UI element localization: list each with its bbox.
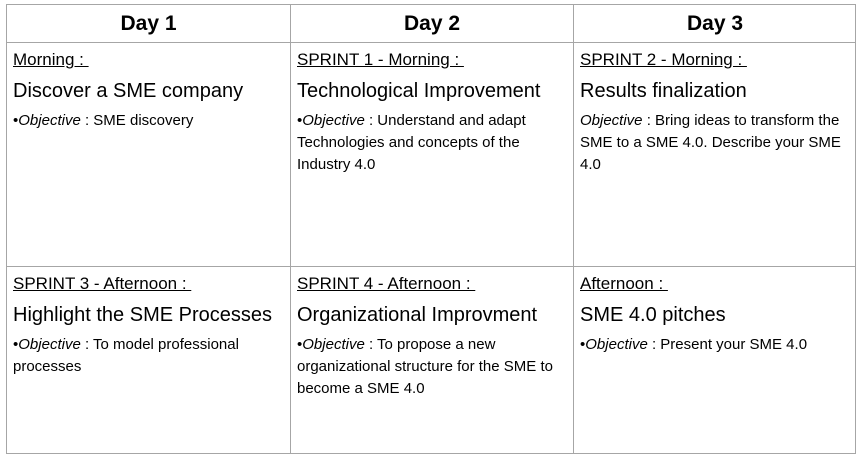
objective-text: : SME discovery [80,112,194,129]
column-divider [573,5,574,453]
header-day-2: Day 2 [403,11,461,35]
session-label: SPRINT 3 - Afternoon : [13,274,192,293]
column-divider [290,5,291,453]
bullet: • [297,336,303,353]
cell-day2-afternoon: SPRINT 4 - Afternoon : Organizational Im… [291,267,573,400]
bullet: • [13,112,19,129]
schedule-table: Day 1 Day 2 Day 3 Morning : Discover a S… [6,4,856,454]
session-objective: •Objective : Understand and adapt Techno… [297,110,567,176]
cell-day3-afternoon: Afternoon : SME 4.0 pitches •Objective :… [574,267,856,356]
session-topic: Technological Improvement [297,80,541,102]
session-label: SPRINT 1 - Morning : [297,50,464,69]
session-topic: Results finalization [580,80,747,102]
session-label: SPRINT 2 - Morning : [580,50,747,69]
objective-label: Objective [302,336,365,353]
session-topic: Organizational Improvment [297,304,538,326]
objective-label: Objective [18,336,81,353]
session-objective: •Objective : To propose a new organizati… [297,334,567,400]
cell-day1-morning: Morning : Discover a SME company •Object… [7,43,290,132]
header-day-3: Day 3 [686,11,744,35]
row-divider [7,266,855,267]
bullet: • [297,112,303,129]
objective-text: : Present your SME 4.0 [647,336,808,353]
objective-label: Objective [302,112,365,129]
session-objective: •Objective : Present your SME 4.0 [580,334,850,356]
session-objective: •Objective : SME discovery [13,110,284,132]
objective-label: Objective [585,336,648,353]
header-day-1: Day 1 [120,11,177,35]
session-label: SPRINT 4 - Afternoon : [297,274,476,293]
session-label: Morning : [13,50,89,69]
objective-label: Objective [580,112,643,129]
objective-text: : To propose a new organizational struct… [297,336,553,397]
objective-label: Objective [18,112,81,129]
objective-text: : Bring ideas to transform the SME to a … [580,112,841,173]
bullet: • [580,336,586,353]
cell-day3-morning: SPRINT 2 - Morning : Results finalizatio… [574,43,856,176]
session-objective: •Objective : To model professional proce… [13,334,284,378]
header-divider [7,42,855,43]
cell-day2-morning: SPRINT 1 - Morning : Technological Impro… [291,43,573,176]
session-objective: Objective : Bring ideas to transform the… [580,110,850,176]
bullet: • [13,336,19,353]
session-topic: SME 4.0 pitches [580,304,726,326]
objective-text: : Understand and adapt Technologies and … [297,112,526,173]
cell-day1-afternoon: SPRINT 3 - Afternoon : Highlight the SME… [7,267,290,378]
session-topic: Discover a SME company [13,80,244,102]
session-label: Afternoon : [580,274,668,293]
session-topic: Highlight the SME Processes [13,304,273,326]
objective-text: : To model professional processes [13,336,239,375]
